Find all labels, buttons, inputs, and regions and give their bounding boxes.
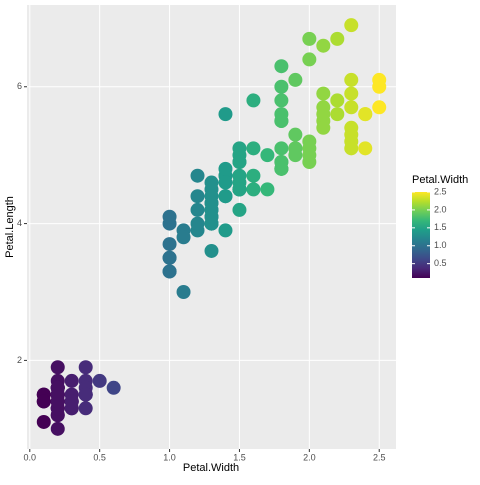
point — [204, 196, 219, 211]
x-tick-label: 0.0 — [24, 452, 37, 462]
point — [274, 59, 289, 74]
point — [232, 168, 247, 183]
point — [232, 141, 247, 156]
point — [162, 264, 177, 279]
legend-label: 1.5 — [434, 222, 447, 232]
point — [302, 52, 317, 67]
legend-label: 2.0 — [434, 204, 447, 214]
x-tick-label: 0.5 — [93, 452, 106, 462]
point — [316, 120, 331, 135]
point — [330, 31, 345, 46]
point — [204, 175, 219, 190]
point — [344, 86, 359, 101]
point — [302, 31, 317, 46]
y-axis-label: Petal.Length — [4, 196, 16, 258]
point — [246, 141, 261, 156]
y-tick-label: 2 — [17, 355, 22, 365]
point — [36, 394, 51, 409]
point — [316, 107, 331, 122]
legend-label: 0.5 — [434, 258, 447, 268]
y-tick-label: 4 — [17, 218, 22, 228]
x-tick-label: 1.0 — [163, 452, 176, 462]
point — [260, 182, 275, 197]
point — [232, 182, 247, 197]
point — [78, 387, 93, 402]
point — [274, 79, 289, 94]
point — [344, 18, 359, 33]
y-tick-label: 6 — [17, 81, 22, 91]
point — [302, 155, 317, 170]
point — [358, 141, 373, 156]
point — [274, 161, 289, 176]
point — [78, 401, 93, 416]
point — [50, 394, 65, 409]
point — [372, 72, 387, 87]
point — [344, 72, 359, 87]
point — [316, 38, 331, 53]
point — [176, 230, 191, 245]
point — [162, 209, 177, 224]
point — [64, 394, 79, 409]
point — [78, 360, 93, 375]
point — [162, 250, 177, 265]
point — [246, 93, 261, 108]
point — [176, 284, 191, 299]
point — [372, 100, 387, 115]
x-tick-label: 1.5 — [233, 452, 246, 462]
point — [106, 380, 121, 395]
point — [50, 421, 65, 436]
point — [190, 168, 205, 183]
point — [288, 72, 303, 87]
point — [190, 216, 205, 231]
legend-label: 1.0 — [434, 240, 447, 250]
point — [358, 107, 373, 122]
point — [246, 182, 261, 197]
point — [274, 141, 289, 156]
point — [344, 100, 359, 115]
point — [330, 107, 345, 122]
point — [288, 148, 303, 163]
point — [218, 223, 233, 238]
point — [260, 148, 275, 163]
point — [274, 113, 289, 128]
point — [246, 168, 261, 183]
point — [302, 134, 317, 149]
colorbar — [412, 192, 430, 278]
point — [288, 127, 303, 142]
point — [190, 202, 205, 217]
point — [218, 161, 233, 176]
x-tick-label: 2.0 — [303, 452, 316, 462]
point — [50, 360, 65, 375]
point — [232, 202, 247, 217]
point — [36, 414, 51, 429]
point — [344, 120, 359, 135]
point — [64, 373, 79, 388]
point — [204, 209, 219, 224]
x-axis-label: Petal.Width — [183, 462, 239, 474]
x-tick-label: 2.5 — [373, 452, 386, 462]
legend-label: 2.5 — [434, 186, 447, 196]
point — [204, 243, 219, 258]
point — [190, 189, 205, 204]
point — [162, 237, 177, 252]
point — [218, 175, 233, 190]
point — [92, 373, 107, 388]
point — [218, 107, 233, 122]
point — [344, 134, 359, 149]
point — [316, 86, 331, 101]
legend-title: Petal.Width — [412, 174, 468, 186]
point — [274, 93, 289, 108]
point — [330, 93, 345, 108]
point — [218, 189, 233, 204]
